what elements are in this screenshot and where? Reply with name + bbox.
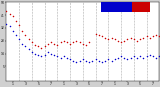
Point <box>155 34 157 36</box>
Point <box>18 39 20 40</box>
Point <box>94 59 97 60</box>
Point <box>88 61 91 63</box>
Point <box>101 61 103 63</box>
Point <box>94 33 97 34</box>
Point <box>21 30 24 31</box>
Point <box>62 40 65 41</box>
Point <box>12 30 14 31</box>
Point <box>43 54 46 56</box>
Point <box>158 56 160 57</box>
Point <box>34 53 36 54</box>
Point <box>145 36 148 37</box>
Point <box>110 60 113 61</box>
Point <box>97 34 100 36</box>
Point <box>85 44 87 46</box>
Point <box>15 20 17 21</box>
Point <box>40 47 43 49</box>
Point <box>37 54 40 56</box>
Point <box>120 41 122 43</box>
Point <box>142 57 145 59</box>
Point <box>27 39 30 40</box>
Point <box>152 36 154 37</box>
Point <box>34 44 36 46</box>
Point <box>66 41 68 43</box>
Point <box>8 26 11 27</box>
Point <box>152 56 154 57</box>
Point <box>40 56 43 57</box>
Point <box>126 59 129 60</box>
Point <box>91 60 94 61</box>
Point <box>53 54 55 56</box>
Point <box>69 43 71 44</box>
Point <box>12 16 14 17</box>
Point <box>24 46 27 47</box>
Point <box>78 41 81 43</box>
Point <box>148 54 151 56</box>
FancyBboxPatch shape <box>132 2 150 12</box>
Point <box>47 43 49 44</box>
Point <box>21 43 24 44</box>
Point <box>123 40 126 41</box>
Point <box>78 60 81 61</box>
Point <box>27 49 30 50</box>
Point <box>75 40 78 41</box>
Point <box>136 40 138 41</box>
Point <box>85 60 87 61</box>
Point <box>120 56 122 57</box>
Point <box>104 60 106 61</box>
Point <box>31 51 33 53</box>
Point <box>142 37 145 39</box>
FancyBboxPatch shape <box>101 2 132 12</box>
Point <box>8 13 11 14</box>
Point <box>126 39 129 40</box>
Point <box>101 36 103 37</box>
Point <box>148 37 151 39</box>
Point <box>117 40 119 41</box>
Point <box>59 41 62 43</box>
Point <box>56 44 59 46</box>
Point <box>113 59 116 60</box>
Point <box>62 56 65 57</box>
Point <box>82 59 84 60</box>
Point <box>107 39 110 40</box>
Point <box>113 39 116 40</box>
Point <box>97 60 100 61</box>
Point <box>88 41 91 43</box>
Point <box>53 43 55 44</box>
Point <box>37 46 40 47</box>
Point <box>43 46 46 47</box>
Point <box>110 37 113 39</box>
Point <box>136 57 138 59</box>
Point <box>117 57 119 59</box>
Point <box>59 57 62 59</box>
Point <box>24 34 27 36</box>
Point <box>75 61 78 63</box>
Point <box>123 57 126 59</box>
Point <box>50 53 52 54</box>
Point <box>69 59 71 60</box>
Point <box>139 56 141 57</box>
Point <box>132 39 135 40</box>
Point <box>5 23 8 24</box>
Point <box>132 56 135 57</box>
Point <box>5 10 8 11</box>
Point <box>15 34 17 36</box>
Point <box>155 57 157 59</box>
Point <box>72 60 75 61</box>
Point <box>66 57 68 59</box>
Point <box>107 59 110 60</box>
Point <box>129 37 132 39</box>
Point <box>72 41 75 43</box>
Point <box>82 43 84 44</box>
Point <box>56 56 59 57</box>
Point <box>145 56 148 57</box>
Point <box>50 41 52 43</box>
Point <box>104 37 106 39</box>
Point <box>158 36 160 37</box>
Point <box>139 39 141 40</box>
Point <box>31 41 33 43</box>
Point <box>47 51 49 53</box>
Point <box>129 57 132 59</box>
Point <box>18 24 20 26</box>
